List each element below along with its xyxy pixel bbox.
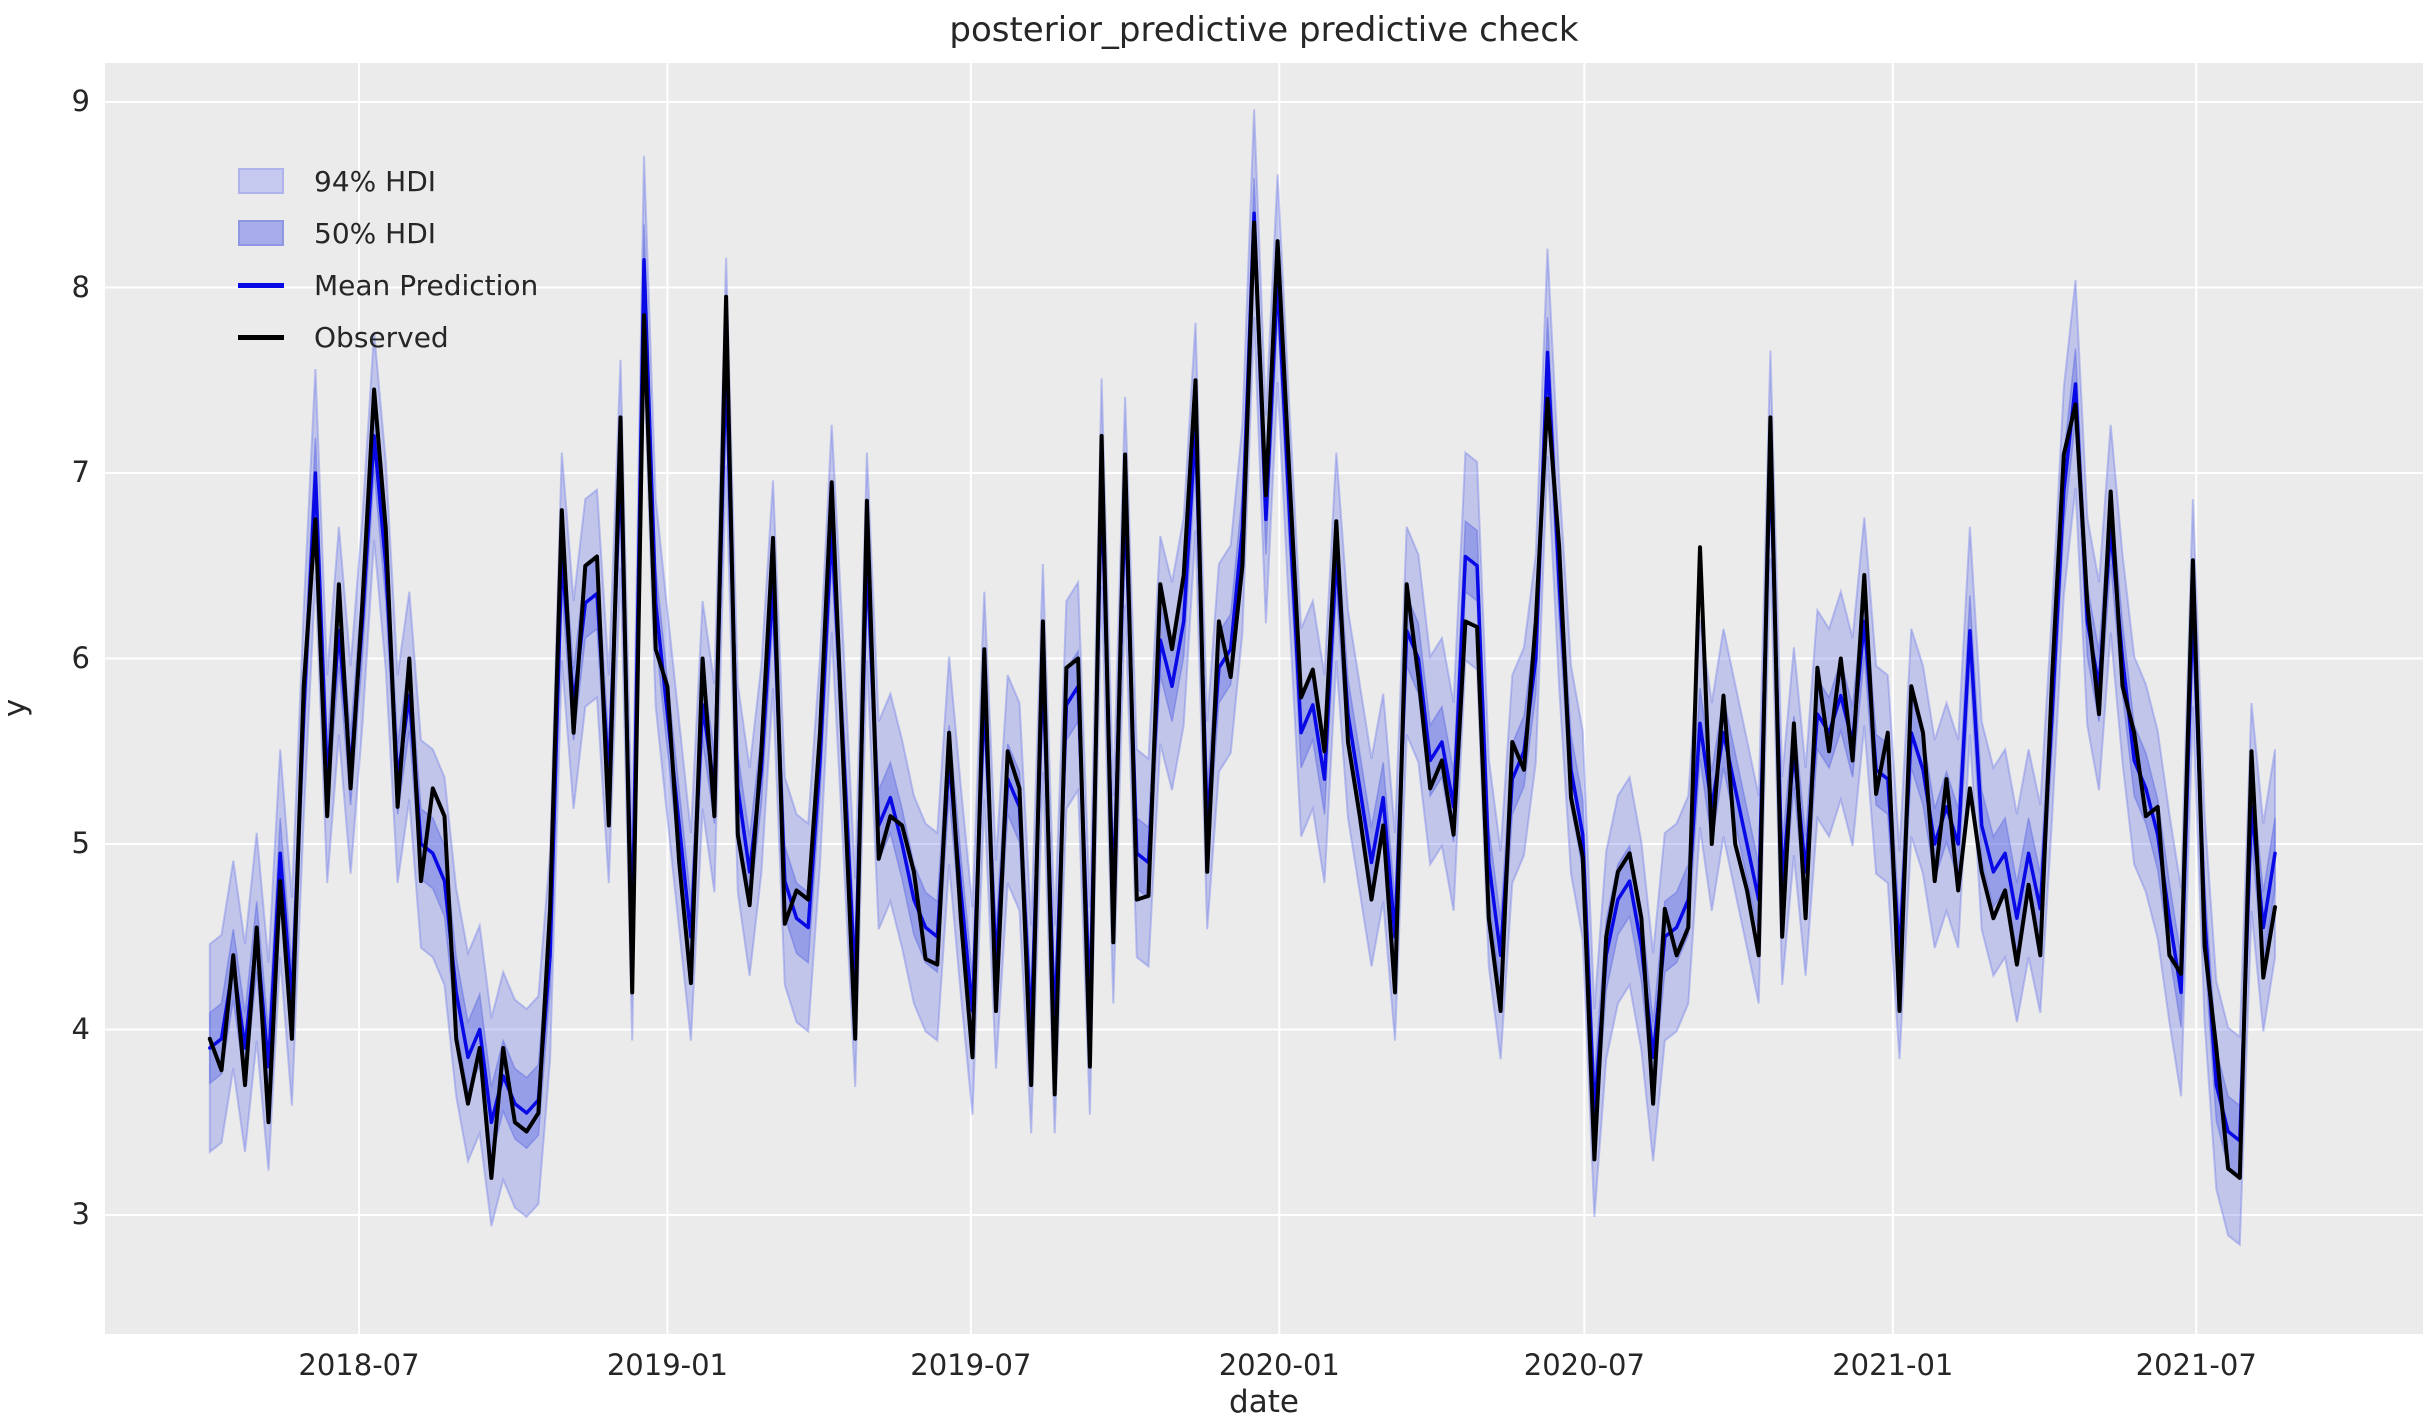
- observed-line: [207, 220, 2277, 1180]
- x-tick-label: 2020-01: [1218, 1348, 1340, 1382]
- y-tick-label: 9: [71, 84, 90, 118]
- x-tick-label: 2019-01: [606, 1348, 729, 1382]
- legend: 94% HDI 50% HDI Mean Prediction Observed: [238, 155, 538, 363]
- legend-label: Observed: [314, 320, 449, 354]
- y-tick-label: 8: [71, 269, 90, 304]
- legend-item: 94% HDI: [238, 155, 538, 207]
- plot-canvas: [105, 63, 2423, 1334]
- x-tick-label: 2021-01: [1832, 1348, 1954, 1382]
- legend-patch-swatch: [238, 220, 284, 246]
- legend-label: 50% HDI: [314, 216, 437, 250]
- y-axis-label: y: [0, 698, 34, 718]
- legend-line-swatch: [238, 334, 284, 340]
- chart-title: posterior_predictive predictive check: [949, 10, 1579, 50]
- legend-item: Observed: [238, 311, 538, 363]
- y-tick-label: 5: [71, 826, 90, 860]
- y-tick-label: 3: [71, 1197, 90, 1231]
- legend-item: Mean Prediction: [238, 259, 538, 311]
- x-tick-label: 2020-07: [1523, 1348, 1645, 1382]
- x-tick-label: 2019-07: [910, 1348, 1032, 1382]
- y-tick-label: 6: [71, 640, 90, 675]
- legend-item: 50% HDI: [238, 207, 538, 259]
- x-tick-label: 2021-07: [2135, 1348, 2257, 1382]
- y-tick-label: 7: [71, 455, 90, 489]
- legend-label: Mean Prediction: [314, 268, 539, 302]
- plot-area: 94% HDI 50% HDI Mean Prediction Observed: [105, 63, 2423, 1334]
- legend-patch-swatch: [238, 168, 284, 194]
- legend-label: 94% HDI: [314, 164, 437, 198]
- legend-line-swatch: [238, 282, 284, 288]
- y-tick-label: 4: [71, 1011, 90, 1046]
- x-axis-label: date: [1229, 1384, 1299, 1420]
- x-tick-label: 2018-07: [298, 1348, 420, 1382]
